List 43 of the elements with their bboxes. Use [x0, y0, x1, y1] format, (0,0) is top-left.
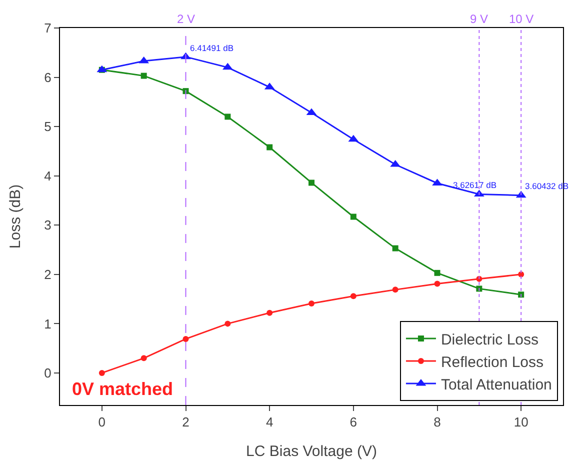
ref-line-label: 9 V — [470, 12, 488, 26]
point — [434, 270, 440, 276]
point — [518, 292, 524, 298]
point — [476, 286, 482, 292]
y-tick-label: 6 — [44, 70, 52, 85]
y-tick-label: 4 — [44, 168, 52, 184]
y-axis-title: Loss (dB) — [7, 184, 24, 249]
point — [140, 355, 147, 362]
ref-line-label: 10 V — [509, 12, 534, 26]
point — [308, 300, 314, 306]
point — [266, 144, 273, 150]
y-tick-label: 2 — [44, 266, 52, 282]
y-tick-label: 5 — [44, 119, 52, 134]
legend-label: Total Attenuation — [440, 376, 552, 394]
x-tick-label: 10 — [514, 414, 528, 430]
y-tick-label: 1 — [44, 316, 52, 332]
point — [308, 180, 314, 186]
point — [224, 320, 231, 327]
legend-label: Dielectric Loss — [440, 331, 538, 348]
annotation: 0V matched — [72, 379, 174, 399]
y-tick-label: 7 — [44, 20, 52, 36]
point — [350, 214, 356, 220]
point — [434, 280, 440, 287]
legend-label: Reflection Loss — [440, 354, 544, 371]
x-tick-label: 0 — [98, 414, 106, 430]
point — [392, 245, 398, 252]
point — [392, 286, 398, 293]
point — [266, 310, 273, 316]
x-axis-title: LC Bias Voltage (V) — [246, 443, 377, 460]
point — [98, 370, 105, 376]
point — [182, 336, 189, 342]
y-tick-label: 3 — [44, 218, 52, 233]
point — [224, 114, 231, 120]
annotation: 3.62617 dB — [453, 180, 497, 190]
x-tick-label: 2 — [182, 414, 190, 430]
x-tick-label: 6 — [350, 414, 358, 430]
x-tick-label: 4 — [266, 414, 274, 430]
x-tick-label: 8 — [434, 414, 441, 430]
ref-line-label: 2 V — [177, 12, 196, 26]
annotation: 6.41491 dB — [190, 43, 234, 53]
point — [350, 293, 356, 300]
y-tick-label: 0 — [44, 366, 52, 381]
point — [140, 72, 147, 79]
